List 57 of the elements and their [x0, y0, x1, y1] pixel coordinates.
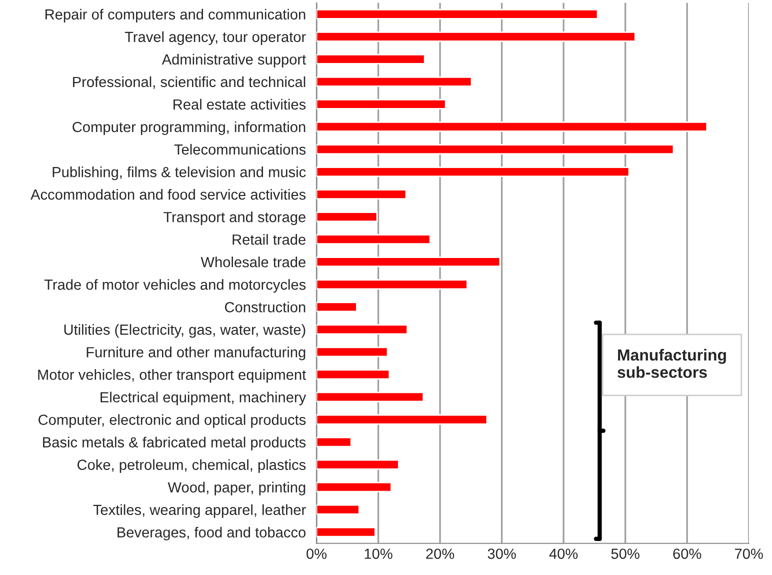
bar	[316, 302, 358, 312]
y-tick-label: Trade of motor vehicles and motorcycles	[44, 279, 306, 293]
y-tick-label: Real estate activities	[174, 98, 306, 110]
y-tick-label: Electrical equipment, machinery	[100, 392, 306, 406]
y-tick-label: Retail trade	[232, 234, 306, 245]
y-tick-label: Coke, petroleum, chemical, plastics	[77, 459, 306, 473]
y-tick-label: Utilities (Electricity, gas, water, waste)	[64, 324, 306, 338]
y-tick-label: Textiles, wearing apparel, leather	[93, 504, 306, 518]
bar	[316, 392, 424, 402]
y-tick-label: Travel agency, tour operator	[124, 31, 306, 45]
bar	[316, 256, 501, 268]
bar	[316, 99, 446, 110]
y-tick-label: Professional, scientific and technical	[73, 76, 306, 89]
x-tick-label: 20%	[426, 548, 454, 559]
x-tick-label: 10%	[364, 548, 392, 559]
y-tick-label: Administrative support	[162, 54, 306, 68]
bar	[316, 166, 630, 177]
bar	[316, 76, 472, 87]
bar	[316, 504, 360, 515]
y-tick-label: Beverages, food and tobacco	[118, 526, 306, 540]
bar	[316, 459, 400, 470]
bar	[316, 482, 392, 492]
bar	[316, 526, 376, 538]
bar	[316, 122, 708, 132]
x-tick-label: 0%	[306, 548, 327, 559]
y-tick-label: Accommodation and food service activities	[30, 189, 306, 200]
x-tick-label: 50%	[611, 548, 640, 559]
y-tick-label: Computer, electronic and optical products	[38, 414, 306, 428]
x-tick-label: 60%	[673, 548, 702, 559]
y-tick-label: Telecommunications	[174, 144, 306, 155]
y-tick-label: Construction	[224, 302, 306, 312]
bar	[316, 346, 388, 358]
bar	[316, 369, 390, 380]
bar	[316, 436, 352, 448]
y-tick-label: Furniture and other manufacturing	[86, 346, 306, 360]
y-tick-label: Wholesale trade	[200, 256, 306, 268]
x-tick-label: 70%	[734, 548, 763, 559]
x-tick-label: 30%	[488, 548, 516, 559]
y-tick-label: Transport and storage	[164, 212, 306, 226]
bar	[316, 8, 598, 20]
bar	[316, 212, 378, 222]
y-tick-label: Computer programming, information	[72, 121, 306, 136]
bar	[316, 189, 407, 200]
y-tick-label: Motor vehicles, other transport equipment	[38, 369, 306, 383]
bar	[316, 324, 408, 335]
y-tick-label: Basic metals & fabricated metal products	[43, 436, 306, 450]
y-tick-label: Repair of computers and communication	[46, 8, 306, 22]
bar	[316, 279, 468, 290]
bar	[316, 414, 488, 425]
x-tick-label: 40%	[549, 548, 578, 559]
bar	[316, 234, 431, 245]
y-tick-label: Wood, paper, printing	[168, 482, 306, 496]
bar	[316, 54, 426, 64]
bar	[316, 144, 674, 154]
bar	[316, 31, 636, 42]
annotation: Manufacturing sub-sectors	[618, 348, 726, 378]
y-tick-label: Publishing, films & television and music	[52, 166, 306, 180]
